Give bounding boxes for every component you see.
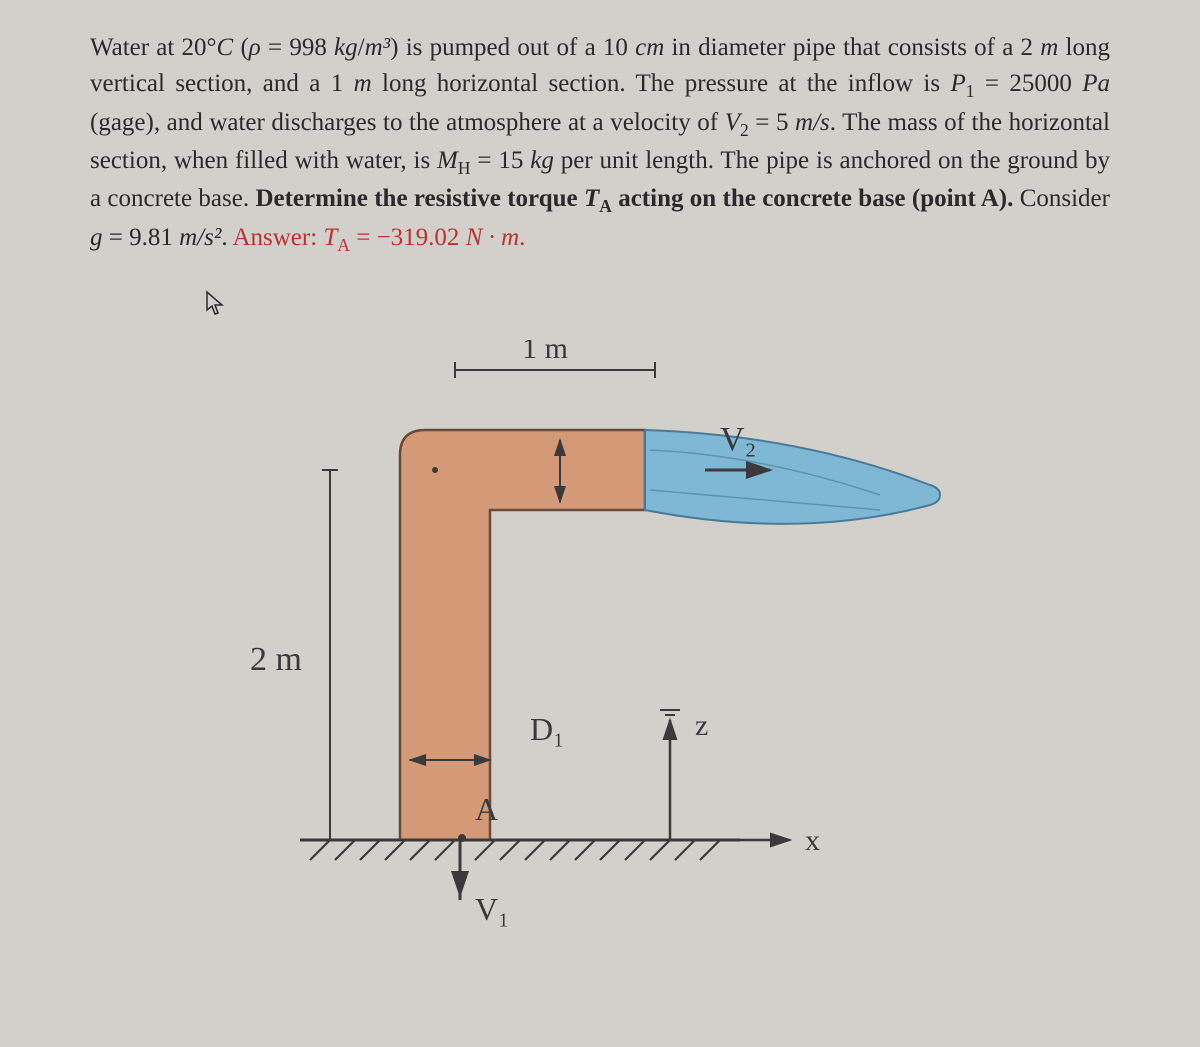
cursor-icon: [205, 290, 225, 323]
text: in diameter pipe that consists of a 2: [664, 34, 1040, 61]
text: (gage), and water discharges to the atmo…: [90, 109, 725, 136]
text: .: [221, 224, 227, 251]
text: (: [233, 34, 249, 61]
dim-2m-label: 2 m: [250, 641, 302, 678]
text: Consider: [1013, 185, 1110, 212]
text: acting on the concrete base (point A).: [612, 185, 1014, 212]
unit-m: m: [354, 70, 372, 97]
unit-ms2: m/s²: [179, 224, 221, 251]
sub-A: A: [337, 235, 350, 255]
text: ) is pumped out of a 10: [390, 34, 635, 61]
unit-kg: kg: [334, 34, 358, 61]
var-g: g: [90, 224, 103, 251]
ground-hatch: [310, 840, 720, 860]
text: = 998: [261, 34, 334, 61]
sub-2: 2: [740, 120, 749, 140]
var-P1: P: [950, 70, 965, 97]
sub-H: H: [458, 158, 471, 178]
v2-label: V₂: [720, 421, 756, 458]
bolt-icon: [432, 467, 438, 473]
unit-m3: m³: [365, 34, 391, 61]
text: = 5: [749, 109, 795, 136]
text: Water at 20°: [90, 34, 217, 61]
unit-C: C: [217, 34, 234, 61]
x-label: x: [805, 824, 820, 857]
water-jet: [645, 430, 940, 524]
unit-kg: kg: [530, 147, 554, 174]
pipe-diagram: 1 m 2 m D₁ A V₁ V₂ z x: [200, 340, 1000, 1020]
unit-Pa: Pa: [1082, 70, 1110, 97]
point-a-dot: [458, 834, 466, 842]
v1-label: V₁: [475, 891, 509, 927]
text: = 9.81: [103, 224, 180, 251]
var-MH: M: [437, 147, 458, 174]
dim-1m-label: 1 m: [522, 340, 568, 365]
answer-text: Answer: TA = −319.02 N · m.: [232, 224, 525, 251]
answer-val: = −319.02: [350, 224, 466, 251]
unit-m: m: [1040, 34, 1058, 61]
text: = 15: [471, 147, 531, 174]
text: Determine the resistive torque: [255, 185, 584, 212]
var-V2: V: [725, 109, 740, 136]
sub-A: A: [599, 196, 612, 216]
problem-statement: Water at 20°C (ρ = 998 kg/m³) is pumped …: [90, 30, 1110, 258]
bold-text: Determine the resistive torque TA acting…: [255, 185, 1013, 212]
unit-Nm: N · m: [466, 224, 519, 251]
answer-label: Answer:: [232, 224, 323, 251]
unit-cm: cm: [635, 34, 664, 61]
var-TA: T: [584, 185, 599, 212]
d1-label: D₁: [530, 711, 564, 747]
var-TA: T: [323, 224, 337, 251]
pipe-shape: [400, 430, 645, 840]
point-a-label: A: [475, 791, 498, 827]
unit-ms: m/s: [795, 109, 830, 136]
text: long horizontal section. The pressure at…: [372, 70, 951, 97]
text: = 25000: [974, 70, 1082, 97]
z-label: z: [695, 709, 708, 742]
var-rho: ρ: [249, 34, 261, 61]
